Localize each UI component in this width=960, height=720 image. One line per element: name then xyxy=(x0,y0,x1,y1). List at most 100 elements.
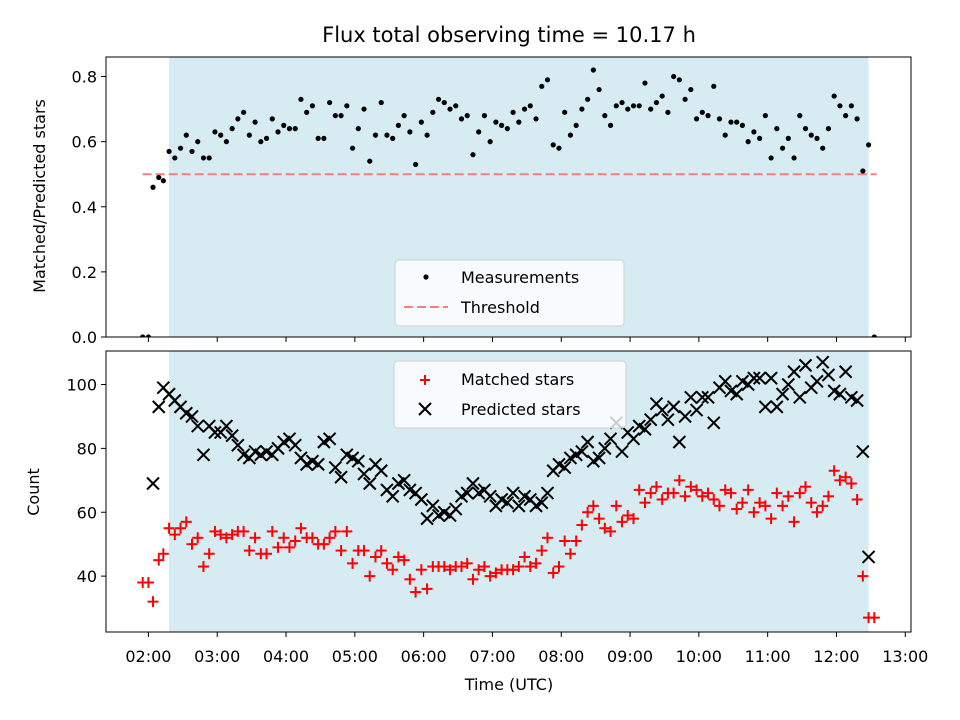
matched-star-point xyxy=(318,538,330,550)
predicted-star-point xyxy=(695,390,710,405)
measurement-point xyxy=(458,116,465,122)
threshold-legend-label: Threshold xyxy=(460,298,540,317)
matched-star-point xyxy=(524,561,536,573)
measurement-point xyxy=(349,145,356,151)
matched-star-point xyxy=(605,525,617,537)
matched-star-point xyxy=(754,497,766,509)
measurement-point xyxy=(361,106,367,112)
predicted-star-point xyxy=(580,435,595,449)
measurement-point xyxy=(768,155,774,161)
measurement-point xyxy=(258,139,264,145)
predicted-star-point xyxy=(500,495,515,510)
matched-star-point xyxy=(800,481,812,493)
predicted-star-point xyxy=(821,368,836,382)
matched-star-point xyxy=(564,548,576,560)
matched-star-point xyxy=(153,554,165,566)
ratio-legend: Measurements Threshold xyxy=(394,259,625,327)
measurement-point xyxy=(367,158,373,164)
measurement-point xyxy=(145,334,152,337)
predicted-star-point xyxy=(684,390,698,405)
count-y-tick-label: 40 xyxy=(77,567,97,586)
ratio-y-axis-label: Matched/Predicted stars xyxy=(30,99,49,293)
predicted-star-point xyxy=(603,432,618,446)
matched-star-point xyxy=(347,557,359,569)
count-y-axis-label: Count xyxy=(24,468,43,516)
matched-star-point xyxy=(868,612,880,624)
measurement-point xyxy=(156,174,162,181)
predicted-star-point xyxy=(861,550,876,564)
ratio-y-tick-label: 0.6 xyxy=(72,133,97,152)
matched-star-point xyxy=(840,471,852,483)
time-x-tick-label: 12:00 xyxy=(813,647,859,666)
measurement-point xyxy=(602,113,608,119)
matched-star-point xyxy=(656,493,668,505)
measurement-point xyxy=(716,116,723,122)
predicted-star-point xyxy=(643,412,658,427)
matched-star-point xyxy=(203,548,215,560)
measurement-point xyxy=(671,73,677,80)
predicted-star-point xyxy=(787,365,801,379)
matched-star-point xyxy=(845,478,857,490)
time-x-tick-label: 03:00 xyxy=(194,647,240,666)
matched-star-point xyxy=(197,561,209,573)
measurement-point xyxy=(613,103,619,109)
predicted-legend-label: Predicted stars xyxy=(461,400,581,419)
measurement-point xyxy=(160,178,166,184)
measurement-point xyxy=(493,119,499,125)
measurement-point xyxy=(286,126,293,132)
measurement-point xyxy=(556,145,562,151)
predicted-star-point xyxy=(781,377,796,392)
predicted-star-point xyxy=(770,400,784,414)
predicted-star-point xyxy=(357,467,371,481)
matched-star-point xyxy=(329,525,341,537)
matched-star-point xyxy=(668,487,680,499)
measurement-point xyxy=(802,126,809,132)
measurement-point xyxy=(200,155,207,161)
measurement-point xyxy=(235,116,241,122)
measurement-point xyxy=(785,135,791,141)
measurement-point xyxy=(481,113,488,119)
matched-star-point xyxy=(398,554,410,566)
time-x-tick-label: 09:00 xyxy=(607,647,653,666)
matched-star-point xyxy=(530,557,542,569)
measurement-point xyxy=(791,155,797,161)
matched-star-point xyxy=(610,500,622,512)
matched-star-point xyxy=(215,529,227,541)
matched-star-point xyxy=(375,545,387,557)
measurement-point xyxy=(344,103,350,109)
matched-star-point xyxy=(828,465,840,477)
time-x-tick-label: 08:00 xyxy=(538,647,584,666)
measurement-point xyxy=(676,77,682,83)
measurement-point xyxy=(688,86,694,93)
measurement-point xyxy=(762,113,768,119)
measurement-point xyxy=(275,129,281,135)
matched-star-point xyxy=(484,570,496,582)
measurement-point xyxy=(212,129,218,135)
matched-star-point xyxy=(392,551,404,563)
matched-star-point xyxy=(490,567,502,579)
ratio-legend-box xyxy=(394,259,625,327)
measurement-point xyxy=(390,135,396,141)
time-x-tick-label: 02:00 xyxy=(125,647,171,666)
measurement-point xyxy=(774,126,780,132)
matched-star-point xyxy=(238,525,250,537)
measurement-point xyxy=(315,135,321,141)
measurement-point xyxy=(453,103,459,109)
measurement-point xyxy=(263,135,270,141)
measurement-point xyxy=(332,113,338,119)
matched-star-point xyxy=(719,484,731,496)
measurement-point xyxy=(150,184,156,190)
matched-star-point xyxy=(541,532,553,544)
ratio-axes-frame xyxy=(105,56,912,338)
matched-star-point xyxy=(283,541,295,553)
measurement-point xyxy=(728,119,734,125)
predicted-star-point xyxy=(678,409,692,424)
matched-star-point xyxy=(364,570,376,582)
measurement-point xyxy=(579,106,585,112)
measurement-point xyxy=(562,109,568,115)
predicted-star-point xyxy=(838,365,853,379)
matched-star-point xyxy=(467,573,479,585)
matched-star-point xyxy=(616,516,628,528)
time-x-tick-label: 07:00 xyxy=(469,647,515,666)
predicted-star-point xyxy=(483,489,497,503)
